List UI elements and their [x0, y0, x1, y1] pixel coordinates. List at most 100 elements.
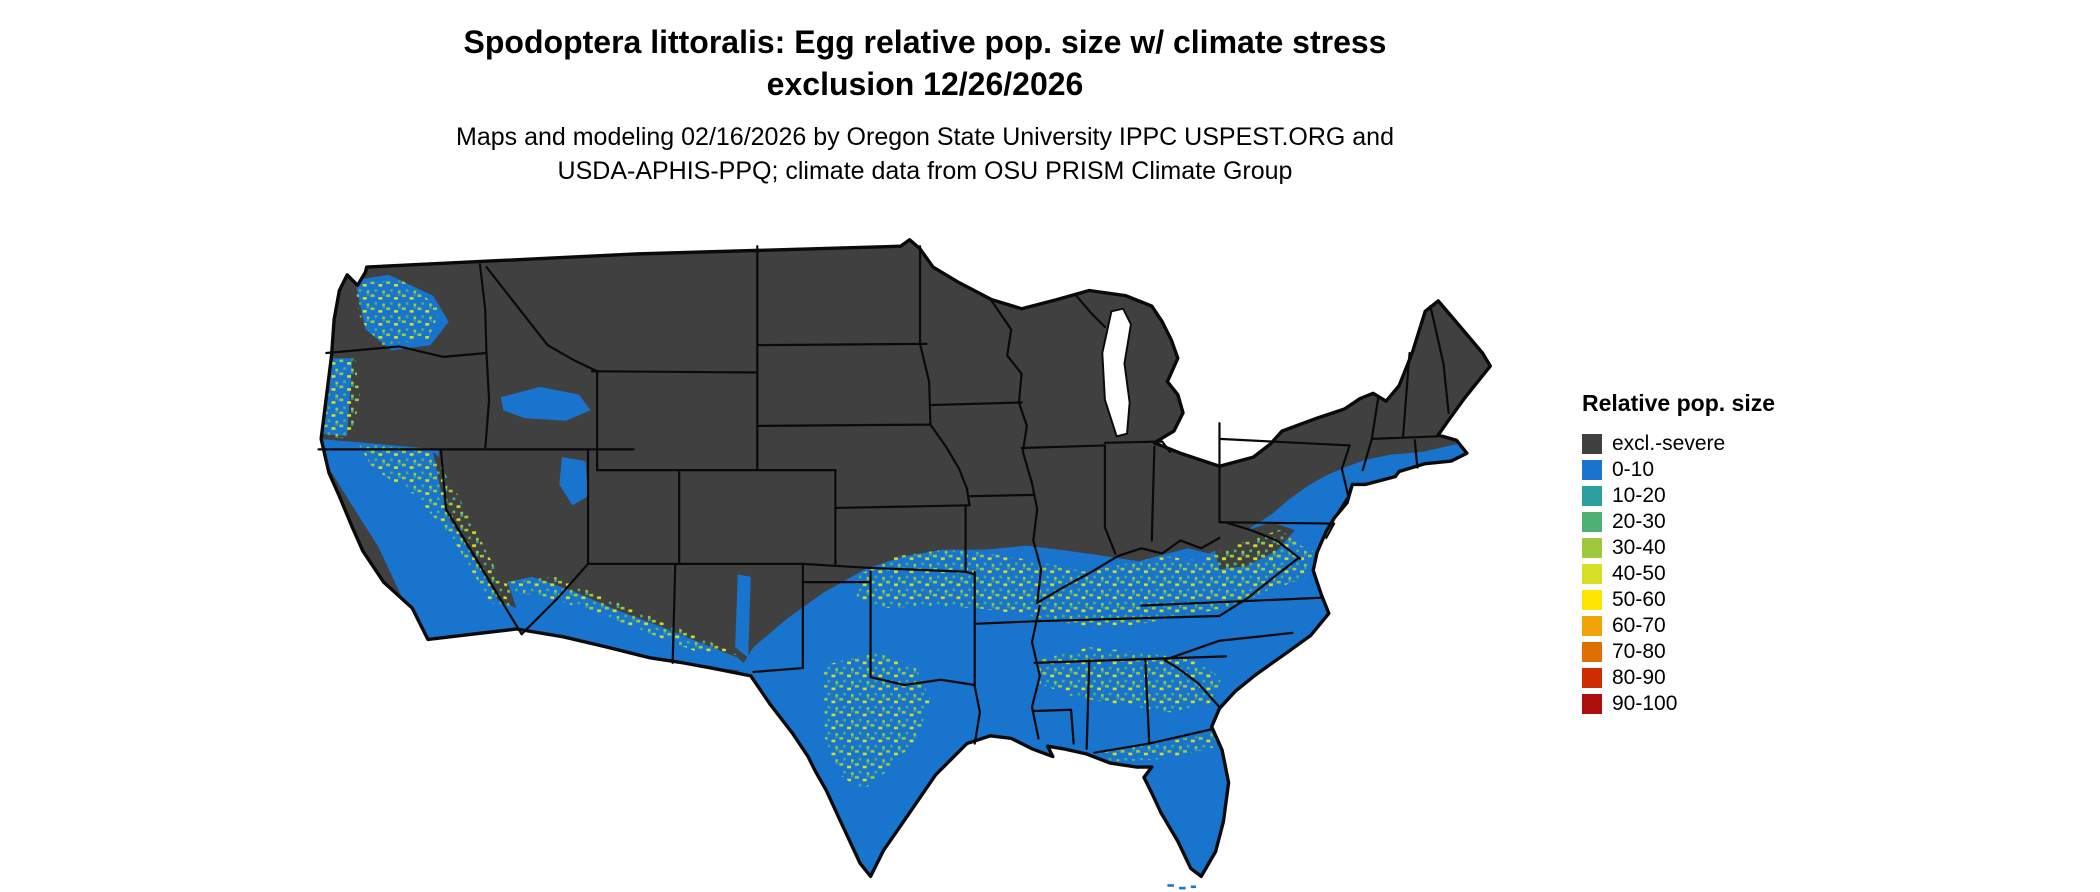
- state-border-line: [1218, 437, 1351, 447]
- state-border-line: [1218, 521, 1336, 525]
- state-border-line: [325, 345, 488, 359]
- state-border-line: [671, 562, 677, 664]
- legend-swatch-color: [1582, 642, 1602, 662]
- state-border-line: [1150, 445, 1156, 542]
- legend-swatch-color: [1582, 512, 1602, 532]
- state-border-line: [929, 401, 1023, 407]
- legend-item: 40-50: [1582, 561, 1775, 587]
- state-border-line: [1429, 305, 1450, 414]
- legend-label: 70-80: [1612, 640, 1666, 663]
- speckle-north-florida: [1099, 733, 1220, 762]
- legend-item: 60-70: [1582, 613, 1775, 639]
- legend-label: 60-70: [1612, 614, 1666, 637]
- conus-map: [308, 228, 1493, 892]
- legend-swatch: [1582, 564, 1602, 584]
- speckle-plains-band: [854, 537, 1314, 630]
- legend-item: 20-30: [1582, 509, 1775, 535]
- state-border-line: [1036, 614, 1221, 623]
- state-border-line: [1116, 539, 1182, 558]
- legend-swatch-color: [1582, 486, 1602, 506]
- speckle-southeast: [1037, 647, 1223, 713]
- state-border-line: [1401, 351, 1411, 438]
- state-border-line: [1075, 294, 1107, 329]
- legend-label: 80-90: [1612, 666, 1666, 689]
- legend-swatch-color: [1582, 694, 1602, 714]
- legend-label: 0-10: [1612, 458, 1655, 481]
- state-border-line: [1033, 655, 1228, 664]
- pop-region-snake-river: [500, 386, 591, 421]
- state-border-line: [1144, 657, 1151, 744]
- legend-swatch-color: [1582, 434, 1602, 454]
- figure-header: Spodoptera littoralis: Egg relative pop.…: [300, 22, 1550, 188]
- pop-region-salt-lake: [559, 457, 589, 506]
- florida-keys: [1167, 884, 1197, 890]
- lake-michigan: [1101, 307, 1132, 438]
- state-border-line: [1223, 521, 1302, 560]
- legend-swatch-color: [1582, 564, 1602, 584]
- state-border-line: [973, 620, 1039, 625]
- state-border-line: [1218, 557, 1299, 618]
- legend-item: 10-20: [1582, 483, 1775, 509]
- legend-swatch-color: [1582, 538, 1602, 558]
- state-border-line: [1017, 401, 1043, 605]
- state-border-line: [1166, 631, 1294, 661]
- legend-swatch: [1582, 590, 1602, 610]
- page-title: Spodoptera littoralis: Egg relative pop.…: [300, 22, 1550, 105]
- state-border-line: [990, 299, 1023, 404]
- legend-swatch: [1582, 512, 1602, 532]
- speckle-arizona-rim: [503, 576, 738, 656]
- state-border-line: [1103, 444, 1117, 555]
- title-line-1: Spodoptera littoralis: Egg relative pop.…: [463, 24, 1387, 60]
- state-border-line: [968, 493, 1035, 498]
- state-border-line: [1085, 659, 1091, 750]
- legend-label: 90-100: [1612, 692, 1678, 715]
- state-border-line: [1413, 439, 1419, 469]
- legend-label: 20-30: [1612, 510, 1666, 533]
- speckle-regions: [323, 280, 1314, 791]
- pop-region-rio-grande-valley: [735, 574, 751, 658]
- figure-subtitle: Maps and modeling 02/16/2026 by Oregon S…: [300, 121, 1550, 188]
- legend-label: excl.-severe: [1612, 432, 1726, 455]
- speckle-willamette: [323, 358, 361, 439]
- us-outline: [319, 238, 1492, 879]
- state-border-line: [1140, 596, 1323, 607]
- legend-item: 90-100: [1582, 691, 1775, 717]
- state-border-line: [1036, 554, 1120, 605]
- legend-title: Relative pop. size: [1582, 390, 1776, 416]
- state-border-line: [752, 562, 804, 674]
- state-border-line: [869, 676, 976, 687]
- state-border-line: [478, 263, 491, 451]
- legend-swatch-color: [1582, 460, 1602, 480]
- legend-swatch: [1582, 460, 1602, 480]
- state-border-line: [1179, 536, 1221, 550]
- state-border-line: [1335, 444, 1351, 516]
- state-border-line: [1033, 708, 1075, 745]
- legend-label: 40-50: [1612, 562, 1666, 585]
- state-border-line: [918, 245, 932, 426]
- legend-swatch-color: [1582, 590, 1602, 610]
- legend-item: 0-10: [1582, 457, 1775, 483]
- legend-item: 80-90: [1582, 665, 1775, 691]
- legend-item: 70-80: [1582, 639, 1775, 665]
- speckle-california-foothills: [357, 442, 510, 606]
- legend-swatch: [1582, 538, 1602, 558]
- speckle-texas-hills: [823, 652, 931, 791]
- state-border-line: [590, 370, 759, 374]
- legend-swatch-color: [1582, 668, 1602, 688]
- state-border-line: [834, 504, 971, 510]
- speckle-washington: [354, 280, 441, 346]
- legend-item: excl.-severe: [1582, 431, 1775, 457]
- state-border-line: [520, 562, 590, 636]
- legend-item: 30-40: [1582, 535, 1775, 561]
- state-border-line: [1030, 604, 1041, 740]
- state-border-line: [1163, 659, 1221, 709]
- legend-swatch-color: [1582, 616, 1602, 636]
- state-borders: [317, 245, 1450, 754]
- state-border-line: [756, 423, 932, 428]
- legend-swatch: [1582, 642, 1602, 662]
- legend-swatch: [1582, 434, 1602, 454]
- state-border-line: [1020, 444, 1107, 450]
- subtitle-line-1: Maps and modeling 02/16/2026 by Oregon S…: [456, 123, 1394, 152]
- state-border-line: [485, 265, 599, 373]
- legend: Relative pop. size excl.-severe 0-10 10-…: [1582, 390, 1775, 717]
